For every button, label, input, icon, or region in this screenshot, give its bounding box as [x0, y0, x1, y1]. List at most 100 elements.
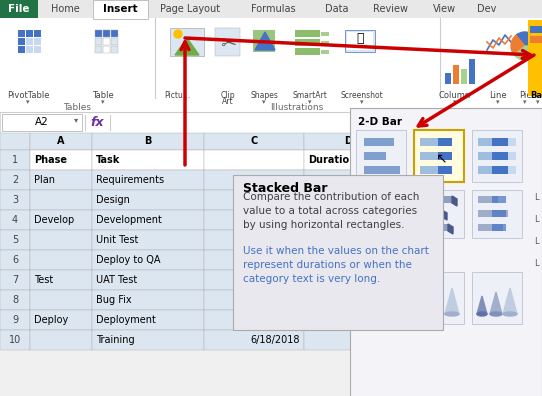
Text: Review: Review: [373, 4, 409, 14]
Text: L: L: [534, 259, 539, 268]
Text: 2/12/2: 2/12/2: [269, 195, 300, 205]
Text: View: View: [433, 4, 456, 14]
Text: ▾: ▾: [308, 99, 312, 105]
Bar: [103, 30, 110, 37]
Text: Bug Fix: Bug Fix: [96, 295, 132, 305]
Bar: [438, 166, 452, 174]
Text: 9: 9: [12, 315, 18, 325]
Bar: [204, 310, 304, 330]
Bar: [420, 210, 442, 217]
Text: Column: Column: [439, 91, 471, 101]
Bar: [30, 310, 92, 330]
Bar: [295, 48, 320, 55]
Text: ▾: ▾: [360, 99, 364, 105]
Bar: [253, 30, 275, 52]
Text: ▾: ▾: [101, 99, 105, 105]
Polygon shape: [419, 296, 429, 314]
Bar: [304, 250, 392, 270]
Text: Dev: Dev: [478, 4, 496, 14]
Bar: [204, 250, 304, 270]
Polygon shape: [390, 224, 395, 234]
Bar: [364, 152, 386, 160]
Bar: [0, 290, 30, 310]
Text: ↖: ↖: [435, 151, 447, 165]
Bar: [0, 190, 30, 210]
Bar: [34, 30, 41, 37]
Text: Test: Test: [34, 275, 53, 285]
Bar: [34, 38, 41, 45]
Bar: [30, 230, 92, 250]
Bar: [492, 166, 508, 174]
Bar: [34, 46, 41, 53]
Text: Clip: Clip: [221, 91, 235, 101]
Bar: [356, 190, 406, 238]
Text: Deploy to QA: Deploy to QA: [96, 255, 160, 265]
Bar: [204, 190, 304, 210]
Text: Use it when the values on the chart
represent durations or when the
category tex: Use it when the values on the chart repr…: [243, 246, 429, 284]
Text: UAT Test: UAT Test: [96, 275, 137, 285]
Text: ▾: ▾: [496, 99, 500, 105]
Text: Phase: Phase: [34, 155, 67, 165]
Bar: [304, 210, 392, 230]
Bar: [420, 224, 448, 231]
Text: Cone: Cone: [358, 259, 388, 269]
Bar: [304, 330, 392, 350]
Ellipse shape: [490, 312, 502, 316]
Text: 5: 5: [12, 235, 18, 245]
Text: 5/14/2018: 5/14/2018: [250, 275, 300, 285]
Text: L: L: [534, 238, 539, 246]
Bar: [26, 38, 33, 45]
Bar: [18, 38, 25, 45]
Bar: [92, 310, 204, 330]
Text: Line: Line: [489, 91, 507, 101]
Bar: [508, 138, 516, 146]
Text: 14: 14: [376, 335, 388, 345]
Bar: [295, 30, 320, 37]
Text: Compare the contribution of each
value to a total across categories
by using hor: Compare the contribution of each value t…: [243, 192, 420, 230]
Text: A: A: [57, 136, 64, 146]
Bar: [304, 150, 392, 170]
Text: Plan: Plan: [34, 175, 55, 185]
Polygon shape: [432, 292, 444, 314]
Bar: [0, 230, 30, 250]
Bar: [0, 250, 30, 270]
Bar: [304, 310, 392, 330]
Bar: [420, 152, 438, 160]
Text: 7: 7: [12, 275, 18, 285]
Bar: [30, 250, 92, 270]
Text: Pictu…: Pictu…: [164, 91, 190, 101]
Bar: [295, 39, 320, 46]
Text: Formulas: Formulas: [251, 4, 295, 14]
Text: Art: Art: [222, 97, 234, 107]
Bar: [170, 28, 204, 56]
Text: SmartArt: SmartArt: [293, 91, 327, 101]
Text: 6/18/2018: 6/18/2018: [250, 335, 300, 345]
Bar: [30, 170, 92, 190]
Bar: [350, 108, 542, 396]
Bar: [347, 32, 373, 50]
Bar: [0, 0, 38, 18]
Text: B: B: [144, 136, 152, 146]
Polygon shape: [374, 292, 386, 314]
Bar: [92, 190, 204, 210]
Bar: [304, 190, 392, 210]
Text: es: es: [426, 177, 436, 187]
Bar: [18, 46, 25, 53]
Bar: [92, 150, 204, 170]
Ellipse shape: [419, 312, 429, 316]
Bar: [362, 210, 384, 217]
Bar: [26, 30, 33, 37]
Text: ✂: ✂: [220, 34, 236, 53]
Bar: [95, 38, 102, 45]
Bar: [472, 272, 522, 324]
Bar: [508, 166, 516, 174]
Bar: [2, 114, 82, 131]
Polygon shape: [503, 288, 517, 314]
Bar: [0, 133, 30, 150]
Bar: [453, 65, 459, 84]
Bar: [530, 36, 542, 43]
Bar: [364, 166, 400, 174]
Ellipse shape: [477, 312, 487, 316]
Bar: [92, 170, 204, 190]
Bar: [0, 0, 542, 18]
